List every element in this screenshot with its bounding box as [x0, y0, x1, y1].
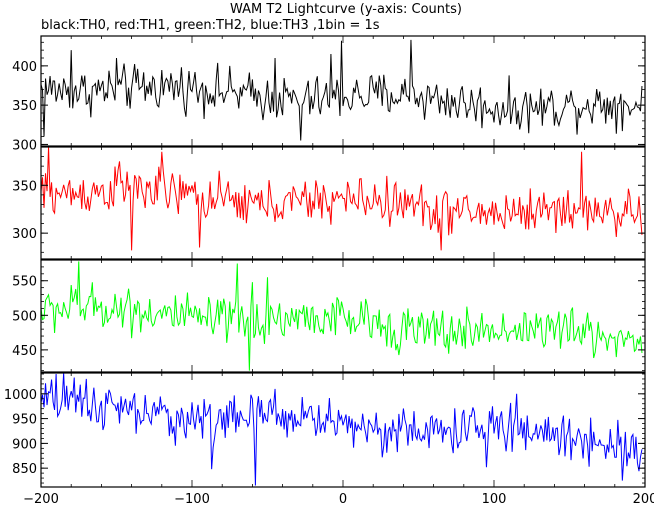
- series-line-th2: [40, 261, 643, 371]
- y-tick-label: 450: [12, 344, 37, 359]
- chart-subtitle: black:TH0, red:TH1, green:TH2, blue:TH3 …: [41, 18, 380, 33]
- y-tick-label: 950: [12, 413, 37, 428]
- chart-title: WAM T2 Lightcurve (y-axis: Counts): [230, 2, 462, 17]
- y-tick-label: 500: [12, 309, 37, 324]
- panel-th0: 300 350 400: [12, 35, 646, 153]
- series-line-th0: [40, 39, 643, 141]
- y-tick-label: 350: [12, 179, 37, 194]
- panel-frame: [40, 259, 646, 373]
- y-tick-label: 550: [12, 275, 37, 290]
- panels-group: 300 350 400 300 350 450 500 550 850 900 950 1000: [4, 35, 646, 488]
- y-tick-label: 1000: [4, 388, 37, 403]
- x-tick-label: 200: [633, 492, 654, 505]
- x-axis: −200 −100 0 100 200: [23, 492, 654, 505]
- y-tick-label: 900: [12, 437, 37, 452]
- panel-th2: 450 500 550: [12, 259, 646, 373]
- x-tick-label: 100: [482, 492, 507, 505]
- x-tick-label: −100: [174, 492, 210, 505]
- y-tick-label: 350: [12, 99, 37, 114]
- series-line-th3: [40, 372, 643, 486]
- series-line-th1: [40, 146, 643, 251]
- y-tick-label: 850: [12, 462, 37, 477]
- x-tick-label: 0: [339, 492, 347, 505]
- panel-th3: 850 900 950 1000: [4, 372, 646, 488]
- x-tick-label: −200: [23, 492, 59, 505]
- y-tick-label: 400: [12, 60, 37, 75]
- y-tick-label: 300: [12, 138, 37, 153]
- y-tick-label: 300: [12, 227, 37, 242]
- panel-th1: 300 350: [12, 146, 646, 260]
- panel-frame: [40, 372, 646, 488]
